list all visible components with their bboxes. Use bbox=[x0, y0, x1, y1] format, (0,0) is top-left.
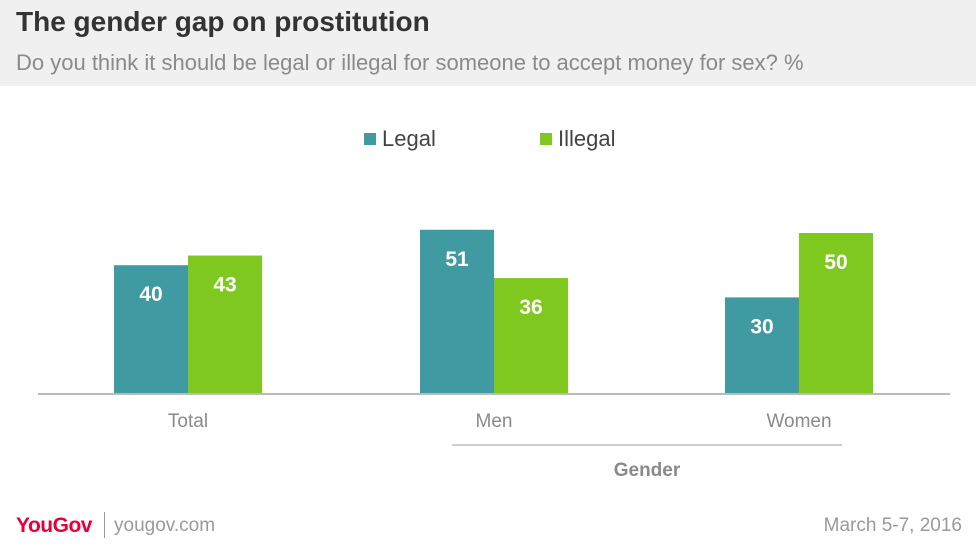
x-tick-total: Total bbox=[168, 411, 208, 432]
bar-men-legal bbox=[420, 229, 494, 394]
bar-total-illegal bbox=[188, 255, 262, 394]
footer-divider bbox=[104, 512, 105, 538]
data-label-total-legal: 40 bbox=[139, 283, 162, 306]
legend-swatch-legal bbox=[364, 133, 376, 145]
footer-site-link[interactable]: yougov.com bbox=[114, 515, 216, 536]
legend-label-illegal: Illegal bbox=[558, 126, 616, 151]
chart-title: The gender gap on prostitution bbox=[16, 6, 430, 37]
gender-group-label: Gender bbox=[614, 460, 681, 481]
legend: Legal Illegal bbox=[0, 126, 976, 154]
data-label-women-illegal: 50 bbox=[824, 251, 847, 274]
data-label-total-illegal: 43 bbox=[213, 274, 236, 297]
chart-subtitle: Do you think it should be legal or illeg… bbox=[16, 50, 804, 75]
bar-women-illegal bbox=[799, 233, 873, 394]
data-label-men-legal: 51 bbox=[445, 248, 469, 271]
bar-chart: 40 43 Total 51 36 Men 30 50 Women Gender bbox=[38, 229, 950, 481]
footer-date: March 5-7, 2016 bbox=[823, 515, 962, 536]
legend-swatch-illegal bbox=[540, 133, 552, 145]
legend-item-legal: Legal bbox=[364, 126, 436, 152]
legend-label-legal: Legal bbox=[382, 126, 436, 151]
yougov-logo: YouGov bbox=[16, 514, 92, 537]
x-tick-men: Men bbox=[476, 411, 513, 432]
x-tick-women: Women bbox=[766, 411, 831, 432]
data-label-women-legal: 30 bbox=[750, 315, 773, 338]
bar-total-legal bbox=[114, 265, 188, 394]
header-band: The gender gap on prostitution Do you th… bbox=[0, 0, 976, 86]
data-label-men-illegal: 36 bbox=[519, 296, 542, 319]
bar-men-illegal bbox=[494, 278, 568, 394]
bar-women-legal bbox=[725, 297, 799, 394]
legend-item-illegal: Illegal bbox=[540, 126, 615, 152]
